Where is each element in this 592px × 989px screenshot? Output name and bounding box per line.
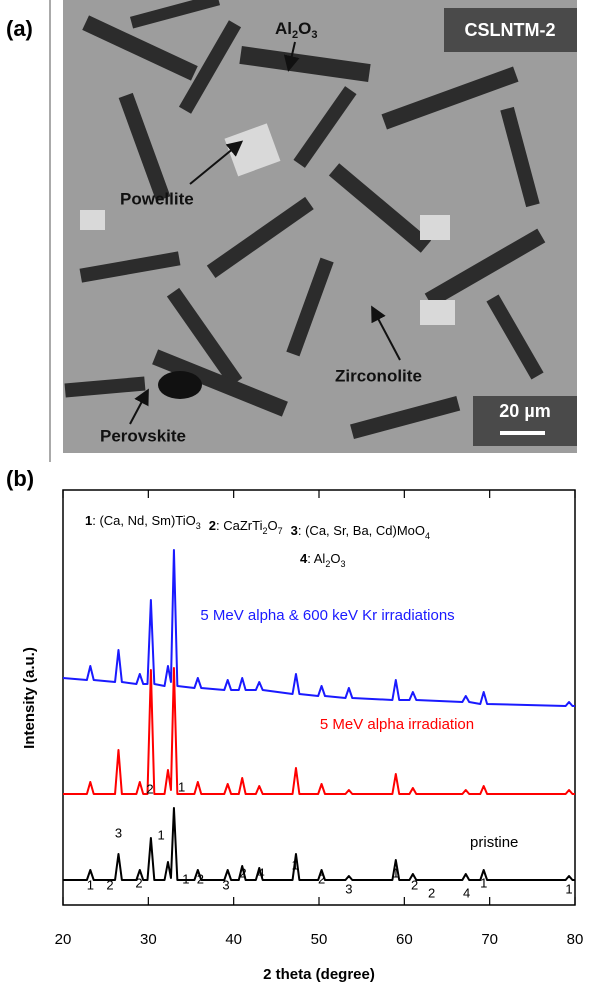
- sample-name: CSLNTM-2: [465, 20, 556, 40]
- key-text: : CaZrTi: [216, 518, 263, 533]
- peak-label: 1: [158, 827, 165, 842]
- peak-label: 3: [115, 825, 122, 840]
- peak-label: 2: [428, 885, 435, 900]
- x-tick-label: 50: [311, 931, 328, 948]
- series-label: 5 MeV alpha & 600 keV Kr irradiations: [200, 607, 454, 624]
- peak-label: 1: [87, 877, 94, 892]
- peak-label: 1: [480, 875, 487, 890]
- key-id: 2: [209, 518, 216, 533]
- peak-label: 2: [106, 877, 113, 892]
- peak-label: 2: [318, 871, 325, 886]
- peak-label: 4: [463, 885, 470, 900]
- key-text: O: [268, 518, 278, 533]
- panel-label: (a): [6, 16, 33, 41]
- peak-label: 1: [392, 865, 399, 880]
- subscript: 7: [278, 526, 283, 536]
- peak-label: 1: [178, 779, 185, 794]
- text: O: [298, 19, 311, 38]
- peak-label: 2: [411, 877, 418, 892]
- x-axis-label: 2 theta (degree): [263, 966, 375, 983]
- y-axis-label: Intensity (a.u.): [21, 647, 38, 749]
- peak-label: 2: [135, 875, 142, 890]
- peak-label: 1: [565, 881, 572, 896]
- key-id: 3: [291, 523, 298, 538]
- series-label: 5 MeV alpha irradiation: [320, 716, 474, 733]
- key-text: O: [330, 551, 340, 566]
- key-text: : Al: [307, 551, 325, 566]
- key-id: 1: [85, 513, 92, 528]
- x-tick-label: 40: [225, 931, 242, 948]
- peak-label: 3: [222, 877, 229, 892]
- peak-label: 2: [239, 865, 246, 880]
- scale-label: 20 µm: [499, 401, 550, 421]
- phase-key: 4: Al2O3: [300, 551, 345, 569]
- subscript: 3: [340, 559, 345, 569]
- panel-b: (b) 2 theta (degree) Intensity (a.u.) 20…: [6, 466, 583, 983]
- key-text: : (Ca, Sr, Ba, Cd)MoO: [298, 523, 425, 538]
- subscript: 4: [425, 531, 430, 541]
- figure: (a) C: [0, 0, 592, 989]
- key-text: : (Ca, Nd, Sm)TiO: [92, 513, 196, 528]
- x-tick-label: 70: [481, 931, 498, 948]
- peak-label: 4: [257, 865, 264, 880]
- peak-label: 3: [345, 881, 352, 896]
- subscript: 3: [311, 29, 317, 41]
- peak-label: 1: [182, 871, 189, 886]
- subscript: 3: [196, 521, 201, 531]
- series-label: pristine: [470, 834, 518, 851]
- peak-label: 2: [146, 781, 153, 796]
- phase-label: Powellite: [120, 189, 194, 208]
- phase-label: Zirconolite: [335, 366, 422, 385]
- x-tick-label: 30: [140, 931, 157, 948]
- text: Al: [275, 19, 292, 38]
- peak-label: 2: [197, 871, 204, 886]
- panel-label: (b): [6, 466, 34, 491]
- x-tick-label: 60: [396, 931, 413, 948]
- phase-label: Perovskite: [100, 426, 186, 445]
- x-tick-label: 20: [55, 931, 72, 948]
- series-line: [63, 550, 575, 706]
- panel-a: (a) C: [6, 0, 577, 462]
- peak-label: 1: [291, 857, 298, 872]
- x-tick-label: 80: [567, 931, 584, 948]
